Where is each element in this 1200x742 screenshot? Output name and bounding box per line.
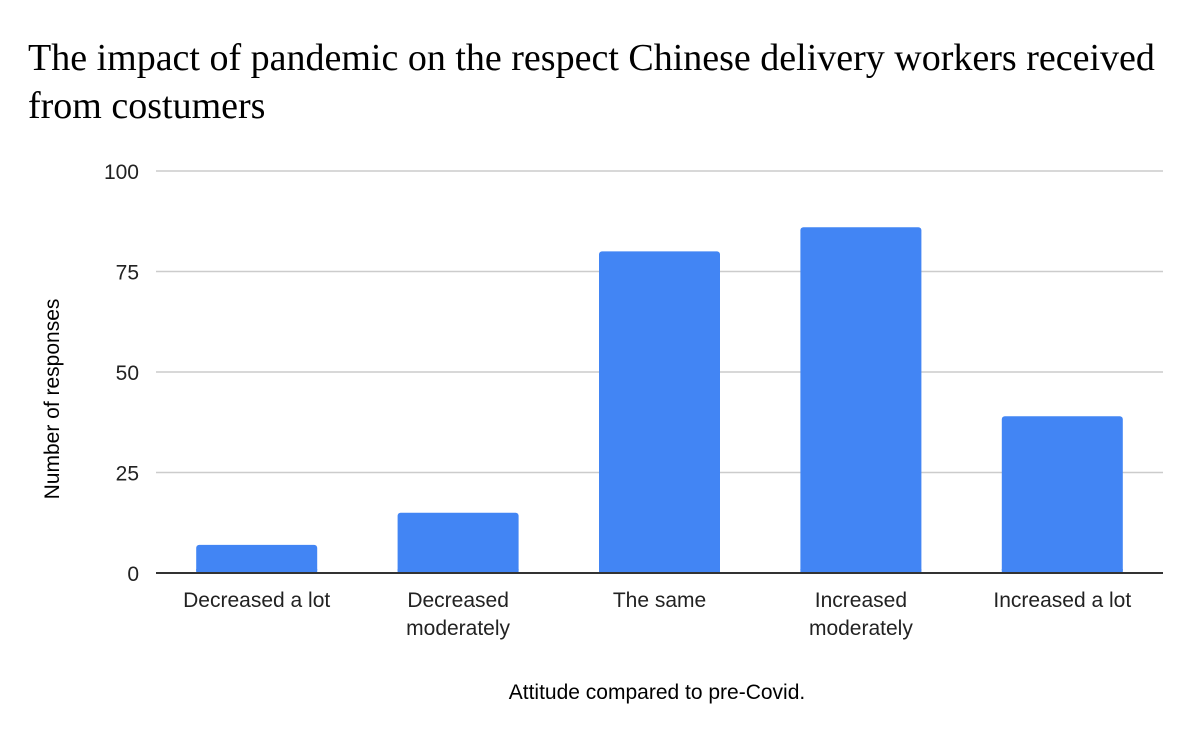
bars — [196, 227, 1123, 573]
x-tick-label: Increased moderately — [809, 589, 913, 640]
y-tick-label: 100 — [104, 161, 139, 184]
bar-base — [800, 569, 922, 573]
y-tick-label: 75 — [116, 262, 139, 285]
x-tick-label-line: The same — [613, 589, 706, 612]
bar — [599, 251, 720, 573]
x-tick-label: Decreased a lot — [183, 589, 330, 612]
y-tick-label: 50 — [116, 362, 139, 385]
bar — [196, 544, 318, 573]
bar — [800, 227, 922, 573]
axes: 0 25 50 75 100 Decreased a lot Decreased modera… — [104, 161, 1163, 640]
x-tick-label-line: moderately — [406, 617, 510, 640]
chart-title: The impact of pandemic on the respect Ch… — [28, 37, 1155, 127]
bar-base — [397, 569, 519, 573]
y-axis-label: Number of responses — [41, 299, 64, 500]
x-tick-label: Increased a lot — [993, 589, 1131, 612]
x-tick-label-line: Increased a lot — [993, 589, 1131, 612]
x-tick-label-line: Decreased — [407, 589, 509, 612]
bar-base — [196, 569, 318, 573]
bar-base — [1001, 569, 1123, 573]
bar — [1001, 416, 1123, 573]
bar — [397, 512, 519, 573]
x-tick-label-line: moderately — [809, 617, 913, 640]
y-tick-label: 25 — [116, 463, 139, 486]
x-tick-label-line: Decreased a lot — [183, 589, 330, 612]
x-axis-label: Attitude compared to pre-Covid. — [509, 681, 805, 704]
x-tick-label: Decreased moderately — [406, 589, 510, 640]
x-tick-label: The same — [613, 589, 706, 612]
y-tick-label: 0 — [127, 563, 139, 586]
bar-base — [599, 569, 720, 573]
x-tick-label-line: Increased — [815, 589, 907, 612]
